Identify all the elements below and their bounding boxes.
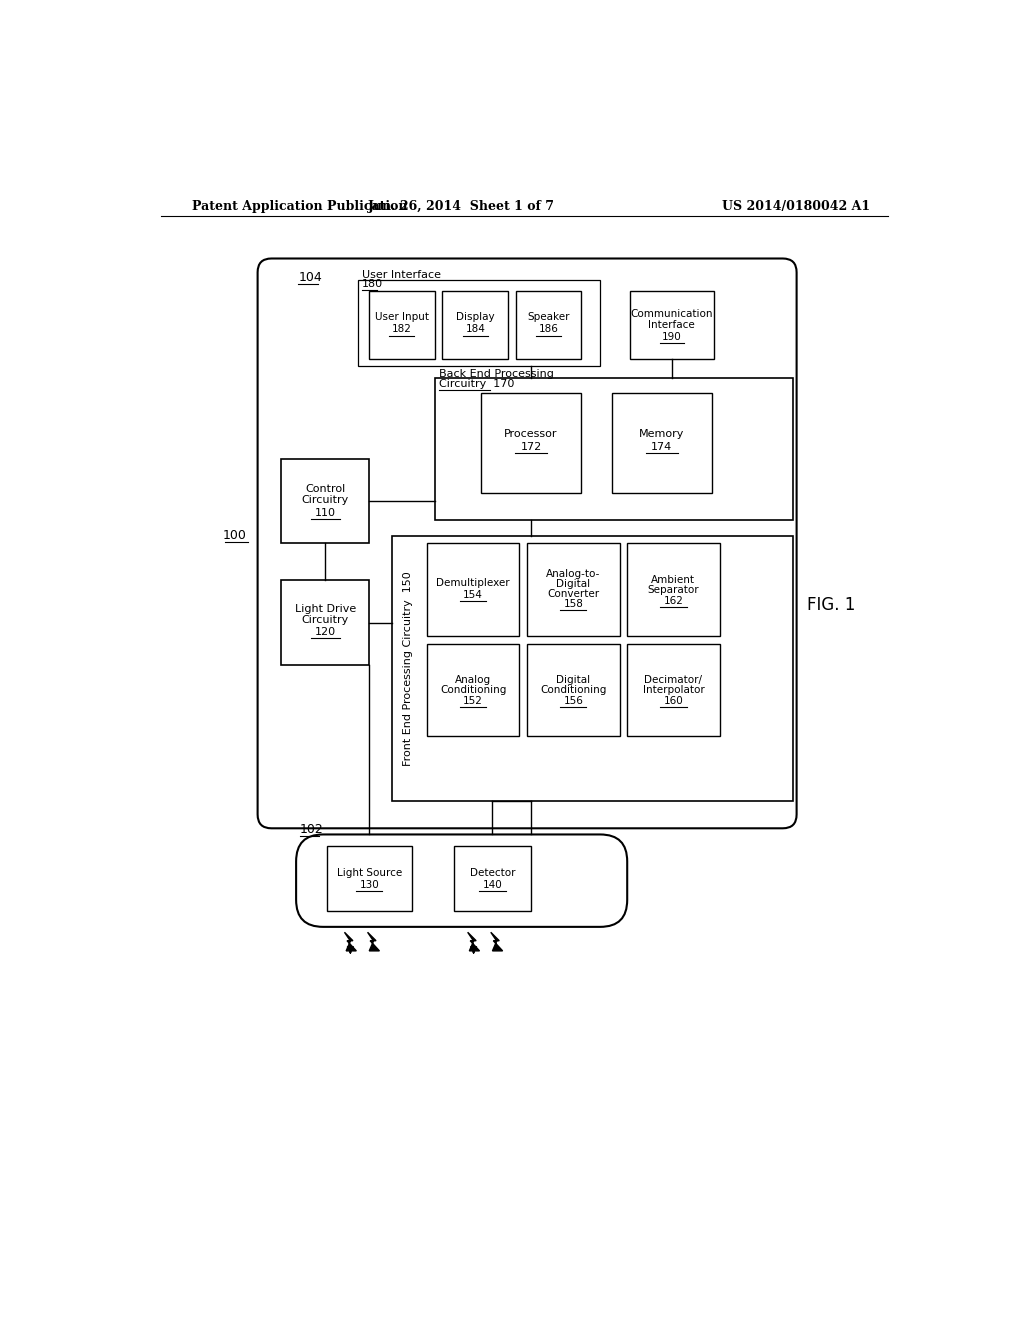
Bar <box>454 846 531 911</box>
Text: Decimator/: Decimator/ <box>644 675 702 685</box>
Bar <box>527 644 620 737</box>
Text: Jun. 26, 2014  Sheet 1 of 7: Jun. 26, 2014 Sheet 1 of 7 <box>369 199 555 213</box>
Text: Interpolator: Interpolator <box>642 685 705 696</box>
Text: User Input: User Input <box>375 312 429 322</box>
Text: Front End Processing Circuitry  150: Front End Processing Circuitry 150 <box>402 572 413 767</box>
Bar <box>427 544 519 636</box>
Text: FIG. 1: FIG. 1 <box>807 597 855 614</box>
Text: 190: 190 <box>662 333 682 342</box>
Text: 102: 102 <box>300 824 324 837</box>
Text: Analog-to-: Analog-to- <box>546 569 600 579</box>
Text: Circuitry: Circuitry <box>302 495 349 506</box>
Text: Speaker: Speaker <box>527 312 570 322</box>
Text: Converter: Converter <box>547 589 599 599</box>
Bar <box>392 536 793 801</box>
Text: 154: 154 <box>463 590 483 601</box>
Text: Interface: Interface <box>648 319 695 330</box>
Text: Processor: Processor <box>504 429 558 440</box>
Bar <box>357 280 600 367</box>
Text: Conditioning: Conditioning <box>540 685 606 696</box>
Bar <box>370 290 435 359</box>
Bar <box>515 290 581 359</box>
Text: 182: 182 <box>391 325 412 334</box>
Text: 120: 120 <box>314 627 336 638</box>
Bar <box>281 459 370 544</box>
Polygon shape <box>490 932 503 950</box>
Polygon shape <box>468 932 479 950</box>
Text: 162: 162 <box>664 597 683 606</box>
Text: US 2014/0180042 A1: US 2014/0180042 A1 <box>722 199 869 213</box>
Text: 186: 186 <box>539 325 559 334</box>
Text: 100: 100 <box>222 529 247 543</box>
Polygon shape <box>344 932 356 950</box>
Bar <box>527 544 620 636</box>
Text: 174: 174 <box>651 442 673 453</box>
Text: Patent Application Publication: Patent Application Publication <box>193 199 408 213</box>
Text: Communication: Communication <box>631 309 713 319</box>
Text: 156: 156 <box>563 696 584 706</box>
Text: Ambient: Ambient <box>651 574 695 585</box>
Polygon shape <box>368 932 380 950</box>
Text: Circuitry  170: Circuitry 170 <box>438 379 514 389</box>
Text: Separator: Separator <box>647 585 699 595</box>
Bar <box>628 544 720 636</box>
FancyBboxPatch shape <box>258 259 797 829</box>
Text: Analog: Analog <box>455 675 492 685</box>
Bar <box>611 393 712 494</box>
Bar <box>435 378 793 520</box>
Text: Memory: Memory <box>639 429 685 440</box>
Text: Circuitry: Circuitry <box>302 615 349 624</box>
Bar <box>442 290 508 359</box>
Bar <box>427 644 519 737</box>
Text: Digital: Digital <box>556 579 591 589</box>
Text: 130: 130 <box>359 880 379 890</box>
Text: 104: 104 <box>298 271 323 284</box>
Text: 110: 110 <box>314 508 336 517</box>
Text: Light Source: Light Source <box>337 869 401 878</box>
Text: User Interface: User Interface <box>361 271 440 280</box>
Text: 180: 180 <box>361 279 383 289</box>
Bar <box>628 644 720 737</box>
Bar <box>630 290 714 359</box>
FancyBboxPatch shape <box>296 834 628 927</box>
Text: Display: Display <box>457 312 495 322</box>
Text: 160: 160 <box>664 696 683 706</box>
Text: Light Drive: Light Drive <box>295 603 356 614</box>
Text: Conditioning: Conditioning <box>440 685 507 696</box>
Bar <box>281 581 370 665</box>
Text: Demultiplexer: Demultiplexer <box>436 578 510 589</box>
Bar <box>327 846 412 911</box>
Text: 184: 184 <box>466 325 485 334</box>
Text: Detector: Detector <box>470 869 515 878</box>
Text: 152: 152 <box>463 696 483 706</box>
Text: Back End Processing: Back End Processing <box>438 370 553 379</box>
Text: Control: Control <box>305 484 345 495</box>
Text: Digital: Digital <box>556 675 591 685</box>
Text: 172: 172 <box>520 442 542 453</box>
Text: 140: 140 <box>482 880 503 890</box>
Bar <box>481 393 581 494</box>
Text: 158: 158 <box>563 599 584 610</box>
